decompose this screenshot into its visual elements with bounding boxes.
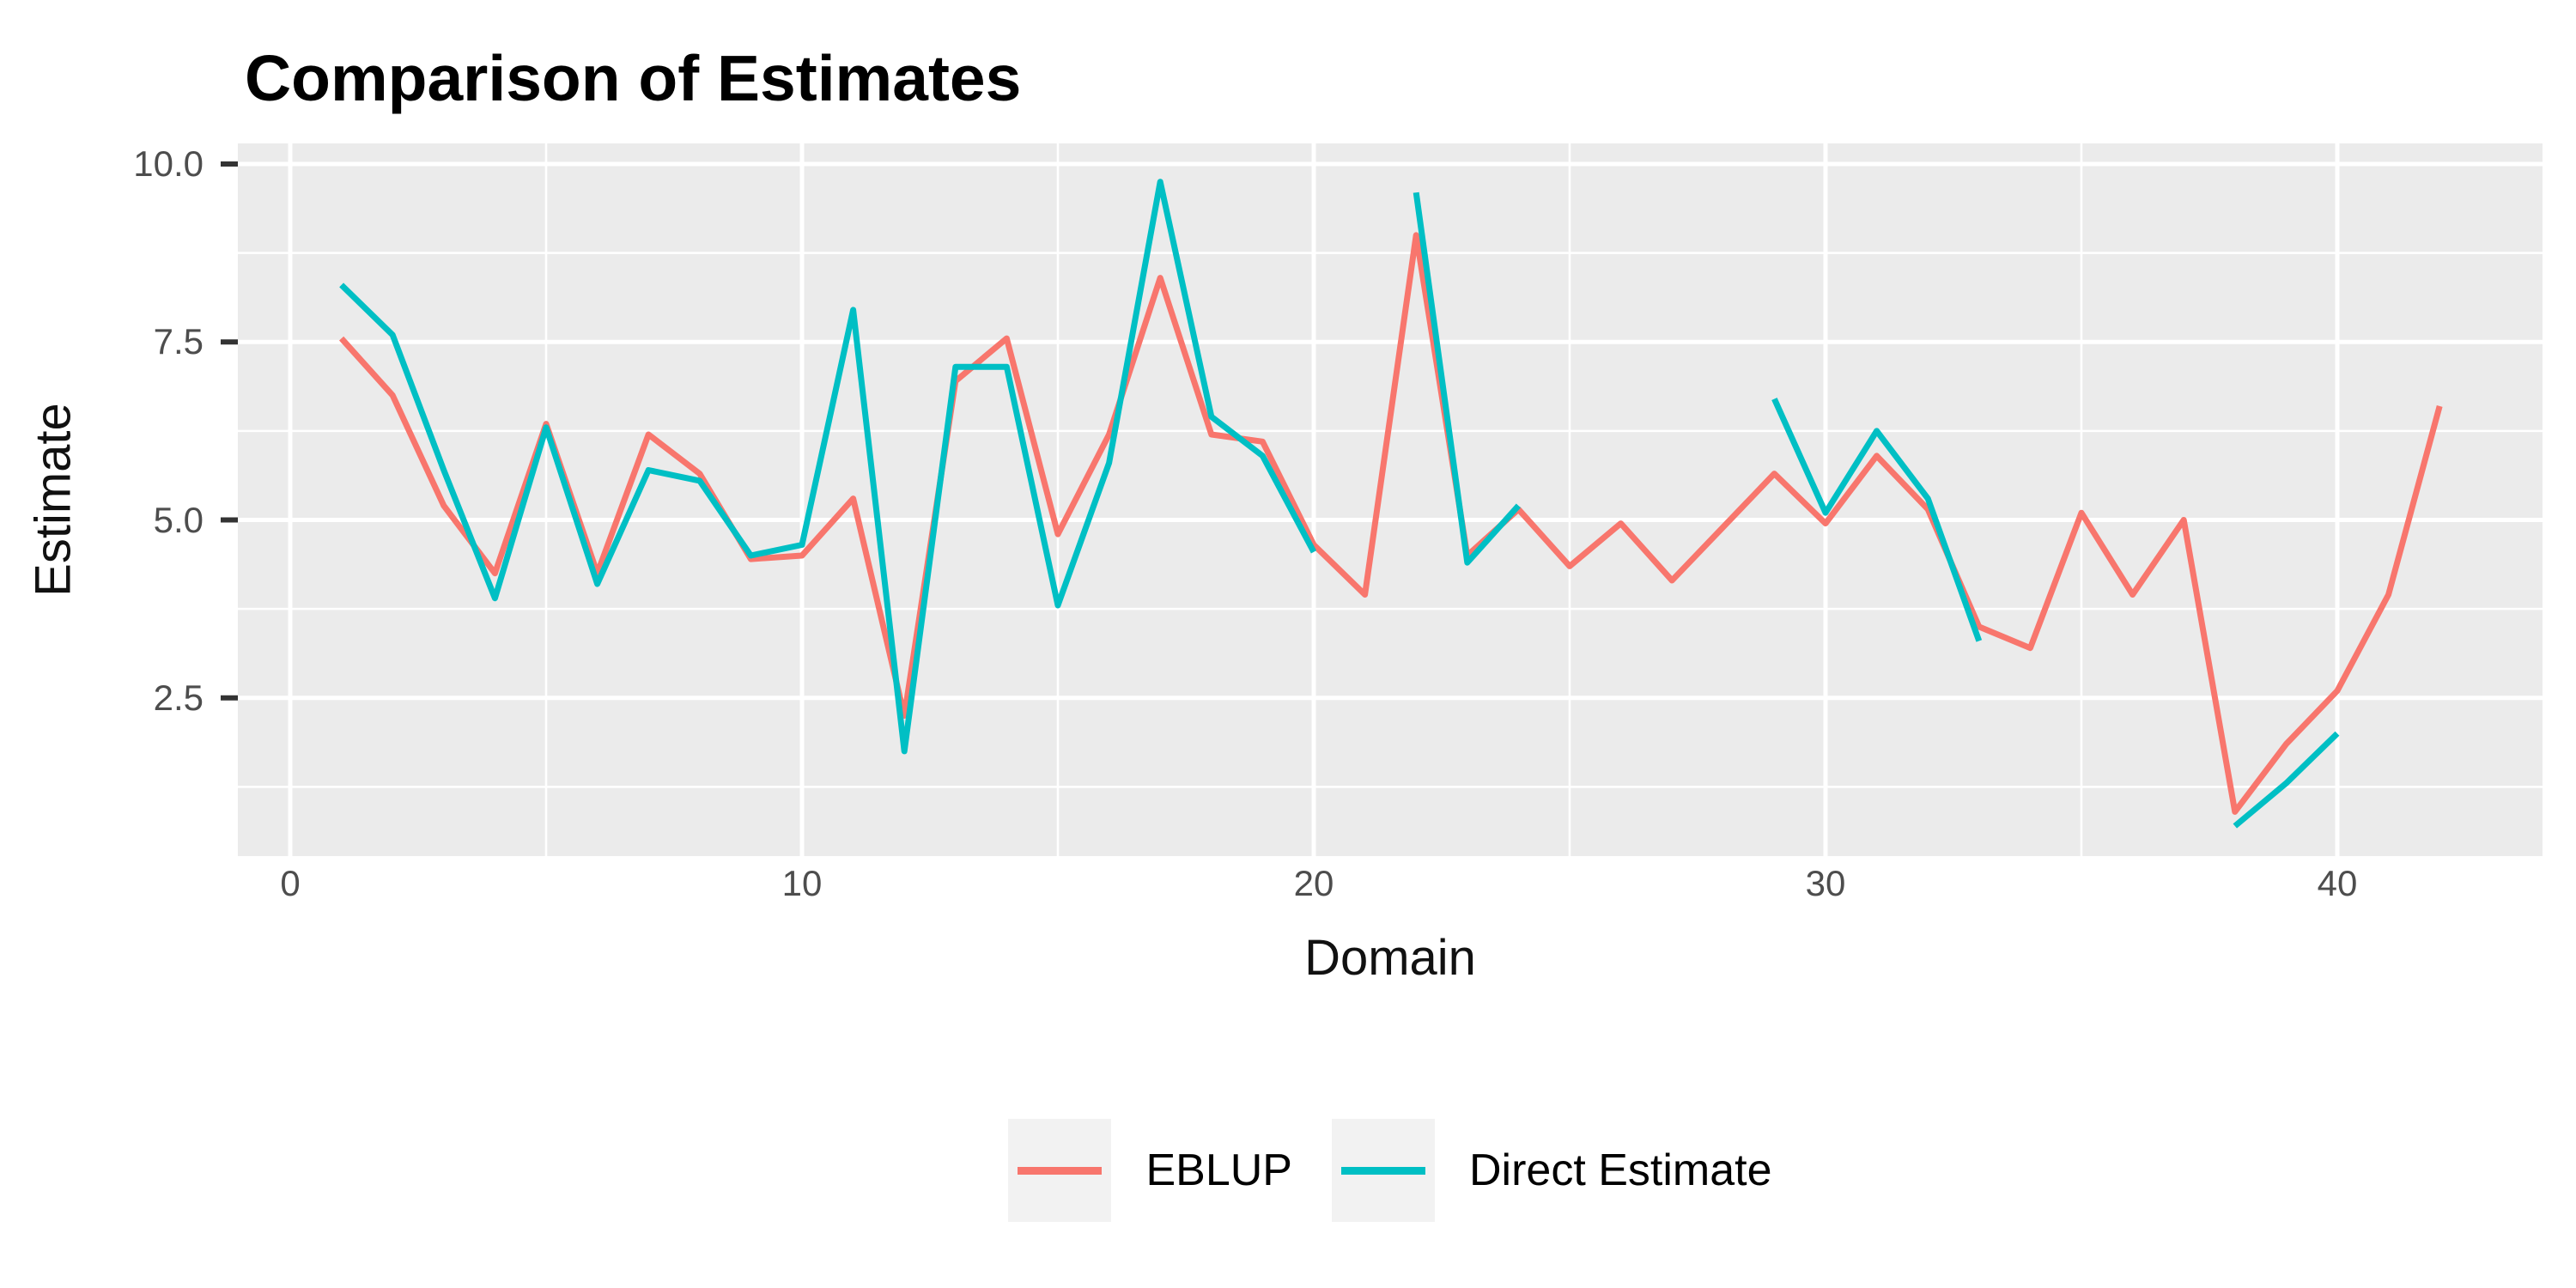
chart-title: Comparison of Estimates — [245, 42, 1022, 114]
legend-key-eblup — [1008, 1119, 1112, 1222]
legend: EBLUP Direct Estimate — [238, 1116, 2543, 1224]
y-tick-label: 7.5 — [153, 321, 204, 362]
x-tick-label: 30 — [1805, 863, 1846, 903]
legend-key-direct-estimate — [1332, 1119, 1435, 1222]
legend-item-direct-estimate: Direct Estimate — [1332, 1119, 1772, 1222]
x-tick-label: 10 — [781, 863, 823, 903]
y-tick-label: 2.5 — [153, 677, 204, 718]
x-axis-title: Domain — [1304, 930, 1476, 986]
y-axis-title: Estimate — [25, 403, 82, 597]
y-tick-label: 10.0 — [133, 143, 204, 184]
y-tick-label: 5.0 — [153, 499, 204, 540]
legend-label-eblup: EBLUP — [1145, 1145, 1292, 1195]
legend-item-eblup: EBLUP — [1008, 1119, 1292, 1222]
series-line-eblup — [338, 232, 2443, 815]
panel-background — [238, 143, 2543, 856]
legend-label-direct-estimate: Direct Estimate — [1469, 1145, 1772, 1195]
series-line-direct-estimate — [339, 179, 2340, 829]
x-tick-label: 0 — [280, 863, 301, 903]
direct-estimate-line-swatch-icon — [1341, 1166, 1425, 1175]
eblup-line-swatch-icon — [1018, 1166, 1103, 1175]
x-tick-label: 20 — [1293, 863, 1334, 903]
x-tick-label: 40 — [2317, 863, 2358, 903]
